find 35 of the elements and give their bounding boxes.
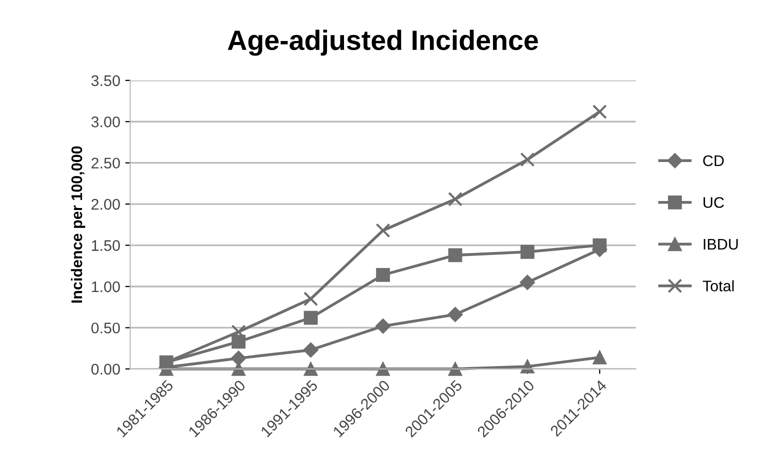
point [376, 362, 390, 376]
point [230, 350, 246, 366]
legend-label: IBDU [704, 238, 738, 250]
point [376, 223, 390, 238]
point [375, 318, 391, 334]
y-tick-label: 2.50 [92, 158, 120, 169]
point [304, 362, 318, 376]
point [448, 248, 462, 262]
point [304, 310, 318, 325]
y-tick-label: 2.00 [92, 198, 120, 210]
point [592, 238, 607, 252]
point [303, 342, 318, 358]
legend-label: Total [702, 280, 734, 292]
point [448, 192, 463, 206]
point [592, 350, 607, 364]
y-tick-label: 1.00 [92, 281, 120, 292]
point [231, 324, 246, 340]
y-tick-label: 0.50 [91, 322, 120, 334]
y-axis-title: Incidence per 100,000 [70, 146, 86, 303]
y-tick-label: 3.00 [91, 116, 120, 128]
y-tick-label: 0.00 [91, 364, 120, 375]
y-tick-label: 3.50 [91, 75, 120, 86]
point [520, 152, 535, 167]
y-tick-label: 1.50 [92, 240, 120, 251]
point [520, 244, 534, 259]
point [376, 268, 390, 282]
point [448, 362, 462, 376]
point [592, 104, 607, 120]
point [303, 292, 318, 306]
legend-label: UC [704, 197, 724, 208]
point [520, 274, 536, 290]
point [520, 360, 534, 374]
legend-label: CD [703, 155, 724, 166]
chart-title: Age-adjusted Incidence [228, 30, 538, 56]
point [448, 306, 463, 322]
